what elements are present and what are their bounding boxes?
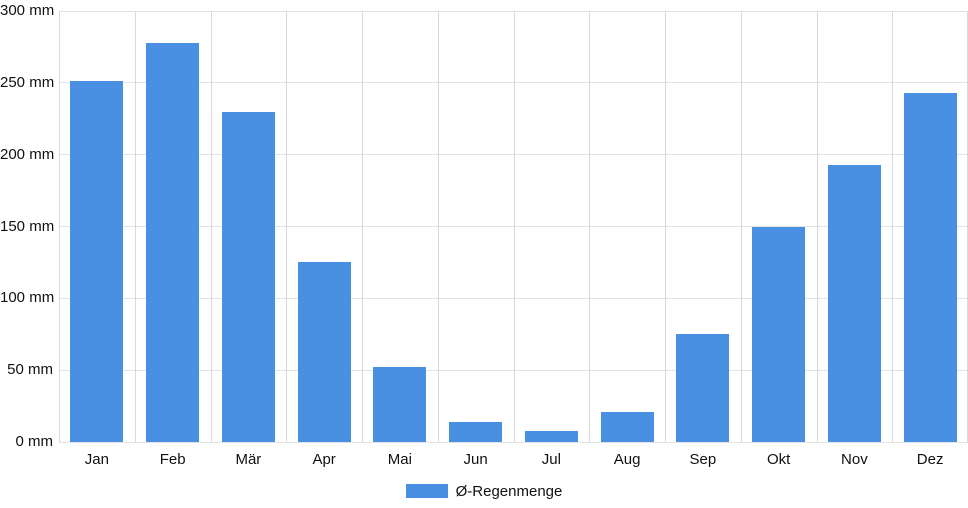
plot-area	[59, 10, 968, 443]
vertical-gridline	[513, 11, 515, 442]
y-axis: 0 mm 50 mm 100 mm 150 mm 200 mm 250 mm 300 mm	[0, 2, 55, 450]
x-axis-label: Apr	[312, 451, 336, 468]
vertical-gridline	[286, 11, 288, 442]
bar-jun[interactable]	[449, 421, 503, 442]
x-axis-label: Jan	[84, 451, 109, 468]
legend-label: Ø-Regenmenge	[455, 482, 563, 500]
y-axis-tick-label: 250 mm	[0, 73, 55, 91]
y-axis-tick-label: 150 mm	[0, 217, 55, 235]
bar-jan[interactable]	[70, 81, 124, 442]
x-axis-label: Sep	[689, 451, 717, 468]
x-axis-label: Aug	[613, 451, 641, 468]
vertical-gridline	[437, 11, 439, 442]
vertical-gridline	[59, 11, 60, 442]
bar-aug[interactable]	[600, 411, 654, 442]
x-axis-label: Dez	[916, 451, 944, 468]
vertical-gridline	[362, 11, 363, 442]
x-axis-label: Okt	[766, 451, 791, 468]
y-axis-tick-label: 200 mm	[0, 145, 55, 163]
y-axis-tick-label: 100 mm	[0, 289, 55, 307]
y-axis-tick-label: 0 mm	[15, 433, 54, 450]
bar-okt[interactable]	[752, 226, 806, 442]
y-axis-tick-label: 50 mm	[7, 361, 53, 379]
y-axis-tick-label: 300 mm	[0, 2, 55, 19]
legend-swatch	[405, 484, 448, 498]
vertical-gridline	[589, 11, 591, 442]
bar-sep[interactable]	[676, 334, 730, 442]
bar-dez[interactable]	[903, 92, 957, 442]
x-axis-label: Jul	[541, 451, 561, 468]
x-axis: Jan Feb Mär Apr Mai Jun Jul Aug Sep Okt Nov Dez	[59, 449, 968, 471]
vertical-gridline	[740, 11, 742, 442]
vertical-gridline	[892, 11, 894, 442]
x-axis-label: Nov	[841, 451, 868, 468]
vertical-gridline	[210, 11, 212, 442]
bar-mär[interactable]	[221, 111, 275, 442]
horizontal-gridline	[59, 441, 968, 443]
bar-nov[interactable]	[827, 164, 881, 442]
bar-apr[interactable]	[297, 262, 351, 442]
legend[interactable]: Ø-Regenmenge	[0, 481, 968, 501]
vertical-gridline	[134, 11, 136, 442]
bar-mai[interactable]	[373, 367, 427, 442]
bar-feb[interactable]	[146, 42, 200, 442]
bar-jul[interactable]	[524, 430, 578, 442]
vertical-gridline	[816, 11, 818, 442]
x-axis-label: Feb	[159, 451, 186, 468]
vertical-gridline	[665, 11, 666, 442]
x-axis-label: Jun	[463, 451, 488, 468]
x-axis-label: Mär	[235, 451, 262, 468]
x-axis-label: Mai	[387, 451, 412, 468]
